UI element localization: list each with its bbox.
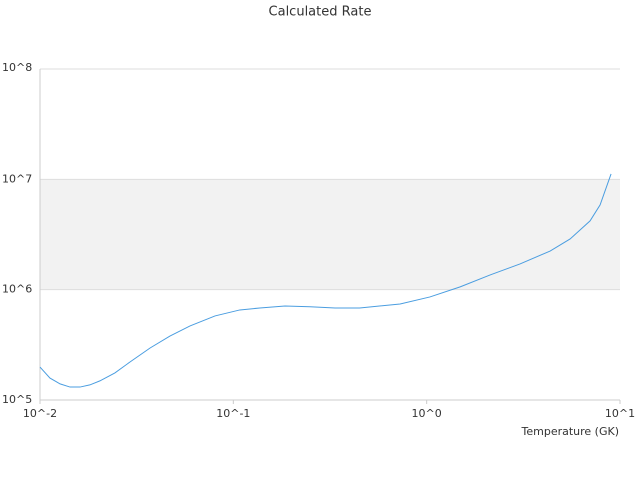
x-tick-label: 10^0	[412, 407, 442, 420]
y-tick-label: 10^8	[2, 61, 32, 74]
chart-title: Calculated Rate	[269, 5, 372, 20]
x-tick-label: 10^-1	[216, 407, 250, 420]
x-tick-label: 10^-2	[23, 407, 57, 420]
bands	[40, 179, 620, 290]
x-axis-label: Temperature (GK)	[521, 425, 620, 438]
y-tick-label: 10^5	[2, 393, 32, 406]
x-tick-label: 10^1	[605, 407, 635, 420]
y-tick-label: 10^6	[2, 283, 32, 296]
band	[40, 179, 620, 290]
y-tick-label: 10^7	[2, 172, 32, 185]
line-series	[39, 173, 612, 388]
